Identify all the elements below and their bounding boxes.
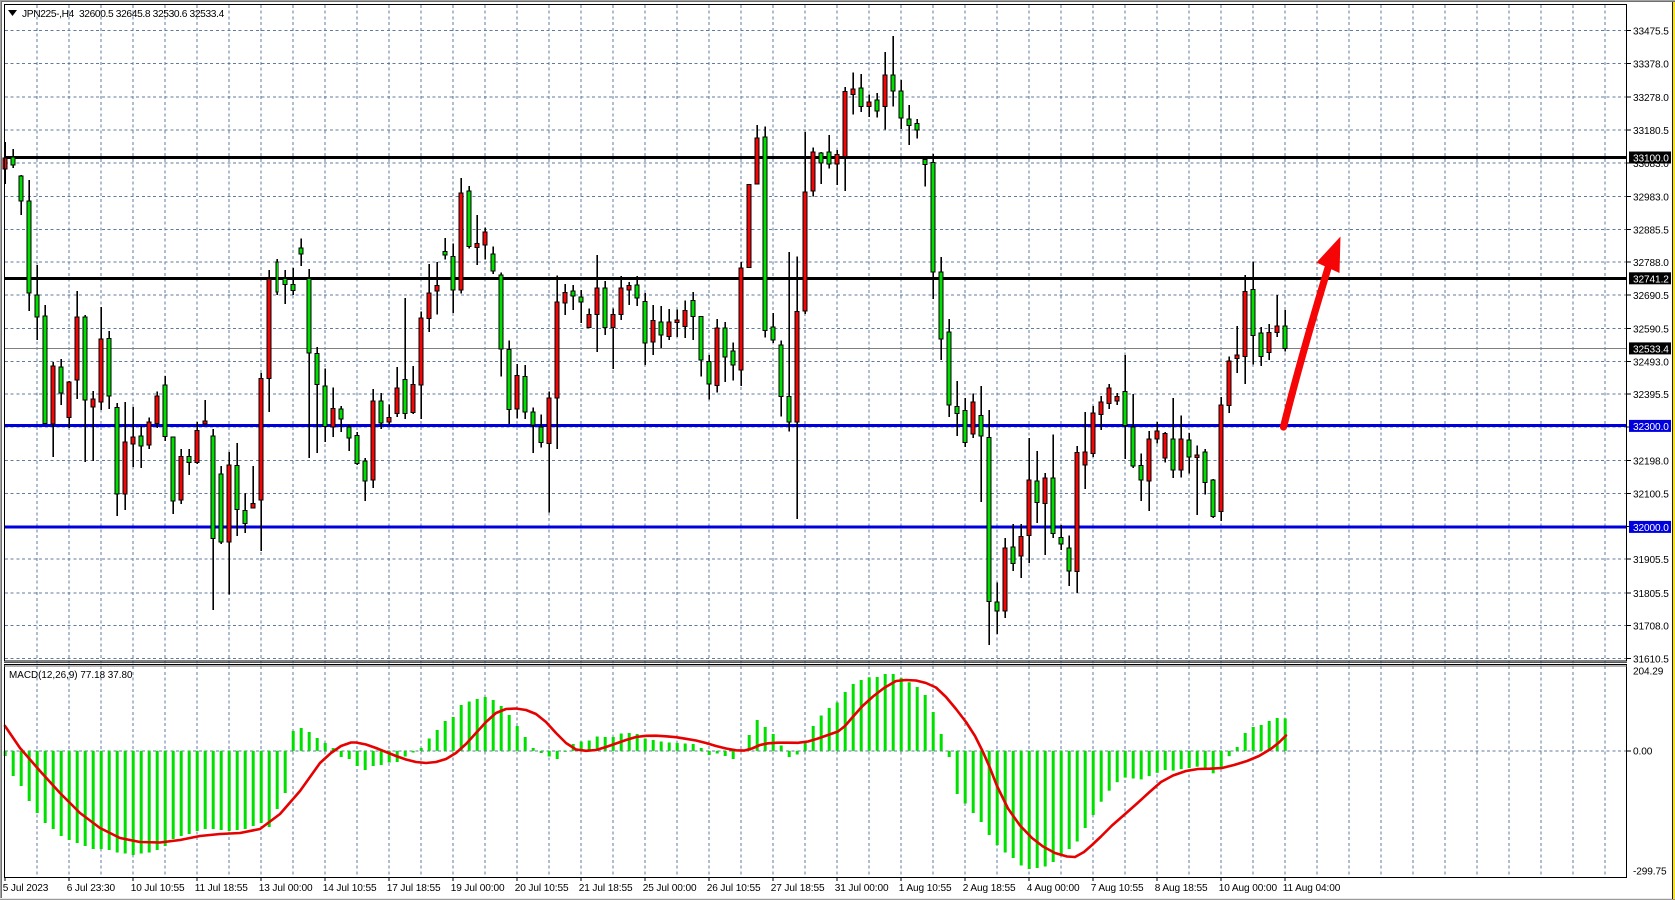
svg-text:32533.4: 32533.4	[1633, 345, 1669, 356]
svg-text:32300.0: 32300.0	[1633, 422, 1669, 433]
svg-text:32788.0: 32788.0	[1633, 258, 1669, 269]
svg-text:26 Jul 10:55: 26 Jul 10:55	[707, 883, 761, 894]
svg-text:17 Jul 18:55: 17 Jul 18:55	[387, 883, 441, 894]
svg-text:32590.5: 32590.5	[1633, 325, 1669, 336]
svg-text:31905.5: 31905.5	[1633, 555, 1669, 566]
svg-text:32885.5: 32885.5	[1633, 225, 1669, 236]
svg-text:204.29: 204.29	[1633, 667, 1664, 678]
svg-text:JPN225-,H4 32600.5 32645.8 32: JPN225-,H4 32600.5 32645.8 32530.6 32533…	[22, 9, 225, 20]
svg-text:5 Jul 2023: 5 Jul 2023	[3, 883, 49, 894]
svg-text:27 Jul 18:55: 27 Jul 18:55	[771, 883, 825, 894]
svg-text:33180.5: 33180.5	[1633, 126, 1669, 137]
svg-text:13 Jul 00:00: 13 Jul 00:00	[259, 883, 313, 894]
svg-text:33475.5: 33475.5	[1633, 27, 1669, 38]
svg-text:MACD(12,26,9) 77.18 37.80: MACD(12,26,9) 77.18 37.80	[9, 670, 133, 681]
svg-text:10 Jul 10:55: 10 Jul 10:55	[131, 883, 185, 894]
svg-text:10 Aug 00:00: 10 Aug 00:00	[1219, 883, 1278, 894]
svg-text:-299.75: -299.75	[1633, 866, 1667, 877]
svg-text:31610.5: 31610.5	[1633, 655, 1669, 666]
svg-text:32395.5: 32395.5	[1633, 390, 1669, 401]
svg-text:32690.5: 32690.5	[1633, 291, 1669, 302]
svg-text:2 Aug 18:55: 2 Aug 18:55	[963, 883, 1016, 894]
svg-text:33100.0: 33100.0	[1633, 154, 1669, 165]
svg-text:14 Jul 10:55: 14 Jul 10:55	[323, 883, 377, 894]
svg-text:25 Jul 00:00: 25 Jul 00:00	[643, 883, 697, 894]
svg-text:11 Aug 04:00: 11 Aug 04:00	[1283, 883, 1341, 894]
svg-text:32493.0: 32493.0	[1633, 357, 1669, 368]
svg-text:33278.0: 33278.0	[1633, 93, 1669, 104]
svg-text:7 Aug 10:55: 7 Aug 10:55	[1091, 883, 1144, 894]
svg-text:20 Jul 10:55: 20 Jul 10:55	[515, 883, 569, 894]
svg-text:31708.0: 31708.0	[1633, 622, 1669, 633]
svg-text:6 Jul 23:30: 6 Jul 23:30	[67, 883, 116, 894]
svg-text:31805.5: 31805.5	[1633, 589, 1669, 600]
svg-text:11 Jul 18:55: 11 Jul 18:55	[195, 883, 249, 894]
svg-text:32741.2: 32741.2	[1633, 275, 1669, 286]
svg-text:32100.5: 32100.5	[1633, 490, 1669, 501]
svg-text:0.00: 0.00	[1633, 746, 1653, 757]
svg-text:32000.0: 32000.0	[1633, 523, 1669, 534]
svg-text:19 Jul 00:00: 19 Jul 00:00	[451, 883, 505, 894]
svg-text:21 Jul 18:55: 21 Jul 18:55	[579, 883, 633, 894]
svg-text:32983.0: 32983.0	[1633, 193, 1669, 204]
svg-text:33378.0: 33378.0	[1633, 60, 1669, 71]
svg-text:31 Jul 00:00: 31 Jul 00:00	[835, 883, 889, 894]
svg-text:1 Aug 10:55: 1 Aug 10:55	[899, 883, 952, 894]
svg-text:4 Aug 00:00: 4 Aug 00:00	[1027, 883, 1080, 894]
svg-text:8 Aug 18:55: 8 Aug 18:55	[1155, 883, 1208, 894]
svg-text:32198.0: 32198.0	[1633, 457, 1669, 468]
svg-text:33083.0: 33083.0	[1633, 159, 1669, 170]
